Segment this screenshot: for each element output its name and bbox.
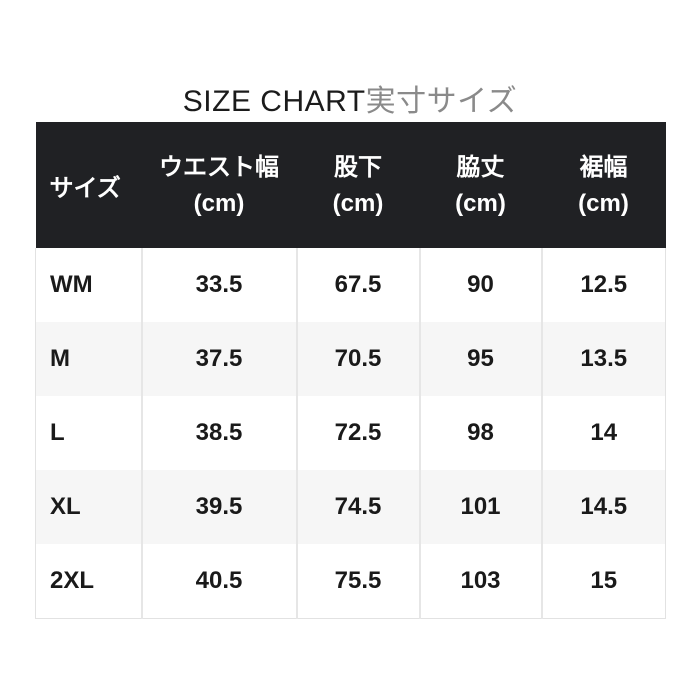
measurement-value-cell: 74.5 — [295, 470, 420, 544]
measurement-value-cell: 95 — [418, 322, 542, 396]
table-row: WM 33.5 67.5 90 12.5 — [35, 248, 666, 322]
column-header-size: サイズ — [35, 122, 142, 248]
measurement-value-cell: 98 — [418, 396, 542, 470]
column-header-label: ウエスト幅 — [159, 154, 279, 181]
table-row: 2XL 40.5 75.5 103 15 — [35, 544, 666, 619]
size-chart-table: サイズ ウエスト幅 (cm) 股下 (cm) 脇丈 (cm) 裾幅 (cm) WM 33.5 67… — [35, 122, 666, 619]
column-header-label: 裾幅 — [579, 154, 628, 181]
measurement-value-cell: 70.5 — [295, 322, 420, 396]
column-header-label: 股下 — [334, 154, 382, 181]
measurement-value-cell: 67.5 — [295, 248, 420, 322]
column-header-measurement: ウエスト幅 (cm) — [141, 122, 297, 248]
measurement-value-cell: 12.5 — [540, 248, 666, 322]
table-row: L 38.5 72.5 98 14 — [35, 396, 666, 470]
size-label-cell: XL — [35, 470, 142, 544]
column-header-label: 脇丈 — [456, 154, 505, 181]
column-header-unit: (cm) — [332, 190, 384, 218]
header-row: サイズ ウエスト幅 (cm) 股下 (cm) 脇丈 (cm) 裾幅 (cm) — [35, 122, 666, 248]
measurement-value-cell: 38.5 — [140, 396, 297, 470]
measurement-value-cell: 90 — [418, 248, 542, 322]
page-title-english: SIZE CHART — [182, 85, 366, 118]
measurement-value-cell: 40.5 — [140, 544, 297, 619]
measurement-value-cell: 75.5 — [295, 544, 420, 619]
measurement-value-cell: 37.5 — [140, 322, 297, 396]
size-chart-header: サイズ ウエスト幅 (cm) 股下 (cm) 脇丈 (cm) 裾幅 (cm) — [35, 122, 666, 248]
page-title: SIZE CHART実寸サイズ — [0, 76, 700, 120]
size-chart-body: WM 33.5 67.5 90 12.5 M 37.5 70.5 95 13.5 L 38.5 72.5… — [35, 248, 666, 619]
column-header-measurement: 脇丈 (cm) — [419, 122, 542, 248]
size-label-cell: 2XL — [35, 544, 142, 619]
measurement-value-cell: 13.5 — [540, 322, 666, 396]
measurement-value-cell: 14 — [540, 396, 666, 470]
page-title-japanese: 実寸サイズ — [365, 85, 518, 118]
column-header-unit: (cm) — [578, 190, 629, 218]
table-row: M 37.5 70.5 95 13.5 — [35, 322, 666, 396]
size-label-cell: M — [35, 322, 142, 396]
column-header-unit: (cm) — [193, 190, 245, 218]
measurement-value-cell: 14.5 — [540, 470, 666, 544]
size-label-cell: WM — [35, 248, 142, 322]
table-row: XL 39.5 74.5 101 14.5 — [35, 470, 666, 544]
column-header-measurement: 股下 (cm) — [296, 122, 420, 248]
measurement-value-cell: 15 — [540, 544, 666, 619]
column-header-unit: (cm) — [455, 190, 506, 218]
measurement-value-cell: 33.5 — [140, 248, 297, 322]
column-header-measurement: 裾幅 (cm) — [541, 122, 666, 248]
measurement-value-cell: 39.5 — [140, 470, 297, 544]
measurement-value-cell: 103 — [418, 544, 542, 619]
measurement-value-cell: 72.5 — [295, 396, 420, 470]
measurement-value-cell: 101 — [418, 470, 542, 544]
size-label-cell: L — [35, 396, 142, 470]
